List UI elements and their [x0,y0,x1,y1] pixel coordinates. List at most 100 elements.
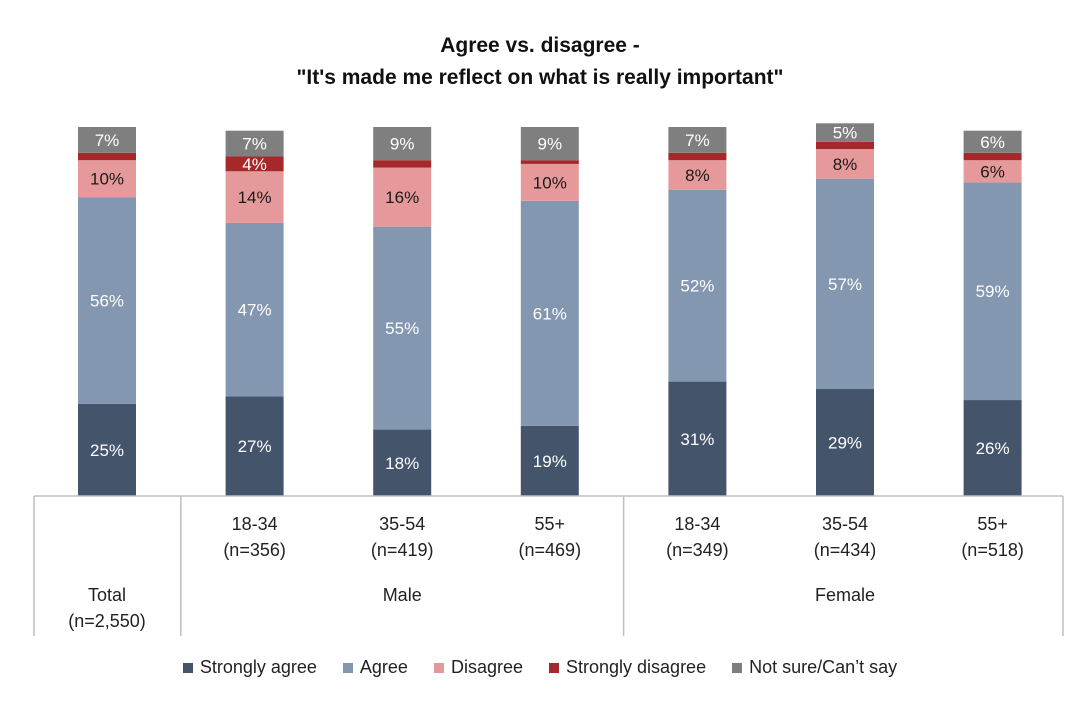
bar-segment [225,396,284,496]
data-label: 26% [976,439,1010,458]
tick-label: 55+ [535,514,566,534]
bar-segment [373,429,432,496]
bars-layer: 25%56%10%7%27%47%14%4%7%18%55%16%9%19%61… [78,123,1022,496]
legend-item: Disagree [433,657,523,678]
bar-segment [373,127,432,161]
legend-item: Strongly disagree [549,657,706,678]
bar-segment [78,403,136,496]
bar-segment [78,197,136,404]
data-label: 9% [538,135,563,154]
data-label: 18% [385,454,419,473]
bar-segment [225,171,284,223]
tick-sample-size: (n=434) [814,540,877,560]
bar-segment [78,160,136,198]
tick-label: 18-34 [674,514,720,534]
bar-segment [816,388,874,496]
data-label: 47% [238,301,272,320]
bar-segment [373,160,432,168]
data-label: 6% [980,162,1005,181]
legend-label: Strongly disagree [566,657,707,677]
data-label: 25% [90,441,124,460]
bar-segment [520,425,579,496]
legend-swatch [182,662,193,673]
data-label: 55% [385,319,419,338]
tick-sample-size: (n=518) [961,540,1024,560]
bar-segment [225,130,284,157]
bar-segment [520,200,579,426]
bar-segment [816,141,874,150]
bar-segment [520,160,579,164]
data-label: 56% [90,291,124,310]
data-label: 6% [980,133,1005,152]
chart-subtitle: "It's made me reflect on what is really … [296,66,784,89]
data-label: 29% [828,433,862,452]
bar-segment [668,189,727,382]
bar-segment [78,152,136,161]
group-label: Male [383,585,422,605]
legend-item: Agree [342,657,408,678]
data-label: 61% [533,304,567,323]
tick-label: 35-54 [379,514,425,534]
bar-segment [373,167,432,227]
legend-swatch [433,662,444,673]
data-label: 31% [680,430,714,449]
bar-segment [668,160,727,190]
tick-label: 18-34 [232,514,278,534]
chart-title: Agree vs. disagree - [440,34,640,57]
legend-item: Not sure/Can’t say [732,657,897,678]
bar-segment [520,127,579,161]
legend-swatch [732,662,743,673]
bar-segment [668,127,727,153]
tick-label: 35-54 [822,514,868,534]
bar-segment [78,127,136,153]
bar-segment [668,381,727,496]
data-label: 7% [242,135,267,154]
bar-segment [225,156,284,172]
bar-segment [963,130,1022,153]
legend-item: Strongly agree [182,657,317,678]
data-label: 52% [680,277,714,296]
bar-segment [816,178,874,389]
data-label: 7% [95,131,120,150]
tick-label: Total [88,585,126,605]
data-label: 10% [533,173,567,192]
tick-label: 55+ [977,514,1008,534]
tick-sample-size: (n=419) [371,540,434,560]
bar-segment [963,160,1022,183]
legend-label: Agree [359,657,408,677]
data-label: 27% [238,437,272,456]
data-label: 14% [238,188,272,207]
tick-sample-size: (n=349) [666,540,729,560]
bar-segment [520,163,579,201]
group-label: Female [815,585,875,605]
tick-sample-size: (n=2,550) [68,611,146,631]
legend-label: Strongly agree [199,657,317,677]
category-axis: Total (n=2,550) 18-34 (n=356) 35-54 (n=419) 55… [33,495,1064,636]
data-label: 4% [242,155,267,174]
legend-swatch [549,662,559,673]
data-label: 59% [976,282,1010,301]
bar-segment [373,226,432,430]
data-label: 10% [90,170,124,189]
tick-sample-size: (n=469) [519,540,582,560]
bar-segment [225,222,284,397]
legend-label: Not sure/Can’t say [749,657,898,677]
bar-segment [816,123,874,142]
bar-segment [668,152,727,161]
bar-segment [963,182,1022,401]
legend-swatch [342,662,353,673]
bar-segment [963,152,1022,161]
tick-sample-size: (n=356) [223,540,286,560]
data-label: 57% [828,275,862,294]
legend: Strongly agree Agree Disagree Strongly disa… [0,657,1080,678]
data-label: 8% [833,155,858,174]
data-label: 8% [685,166,710,185]
data-label: 7% [685,131,710,150]
data-label: 9% [390,135,415,154]
legend-label: Disagree [450,657,523,677]
bar-segment [963,400,1022,496]
data-label: 5% [833,124,858,143]
data-label: 19% [533,452,567,471]
